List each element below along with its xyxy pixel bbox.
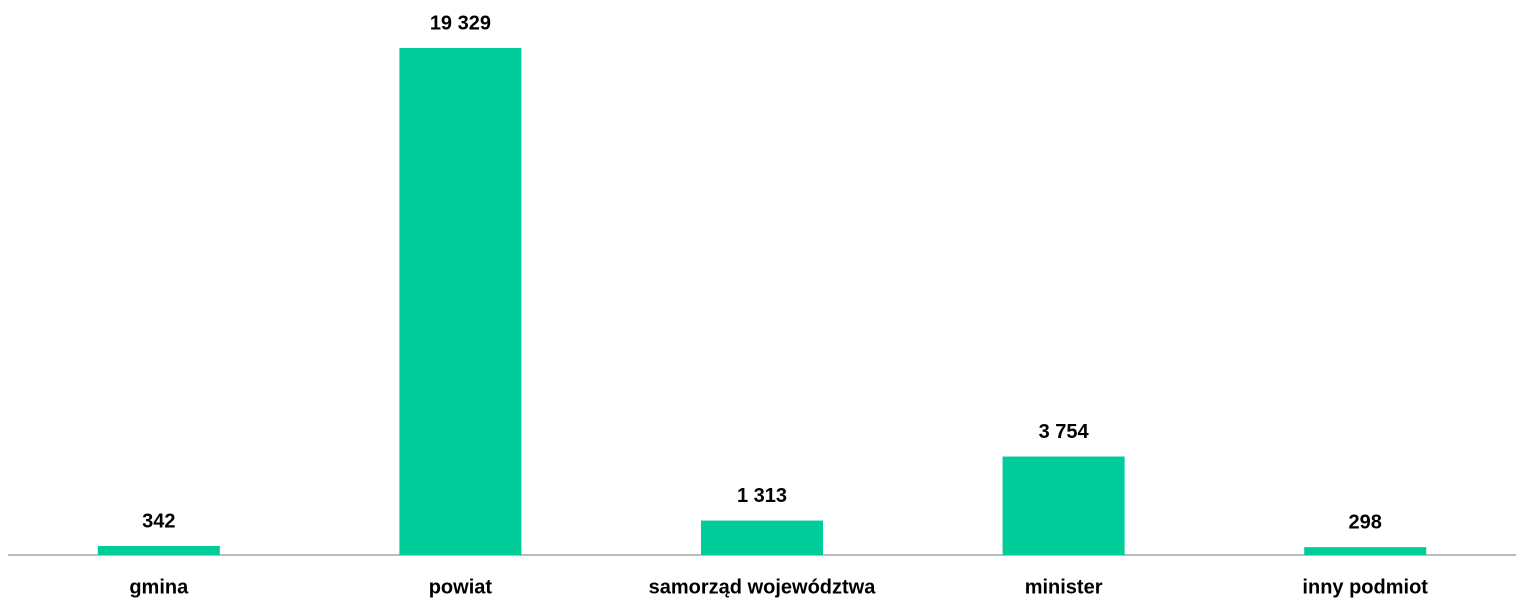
value-label: 342 bbox=[142, 510, 175, 532]
bar bbox=[1304, 547, 1427, 555]
value-label: 19 329 bbox=[430, 12, 491, 34]
x-tick-label: inny podmiot bbox=[1302, 576, 1428, 598]
x-tick-label: minister bbox=[1025, 576, 1103, 598]
bar bbox=[399, 48, 522, 555]
value-label: 298 bbox=[1349, 511, 1382, 533]
value-label: 1 313 bbox=[737, 485, 787, 507]
value-label: 3 754 bbox=[1039, 421, 1090, 443]
bar bbox=[1002, 456, 1125, 555]
x-tick-label: powiat bbox=[429, 576, 493, 598]
bar bbox=[701, 520, 823, 555]
bar bbox=[97, 546, 220, 555]
x-tick-label: gmina bbox=[129, 576, 189, 598]
x-tick-label: samorząd województwa bbox=[649, 576, 877, 598]
